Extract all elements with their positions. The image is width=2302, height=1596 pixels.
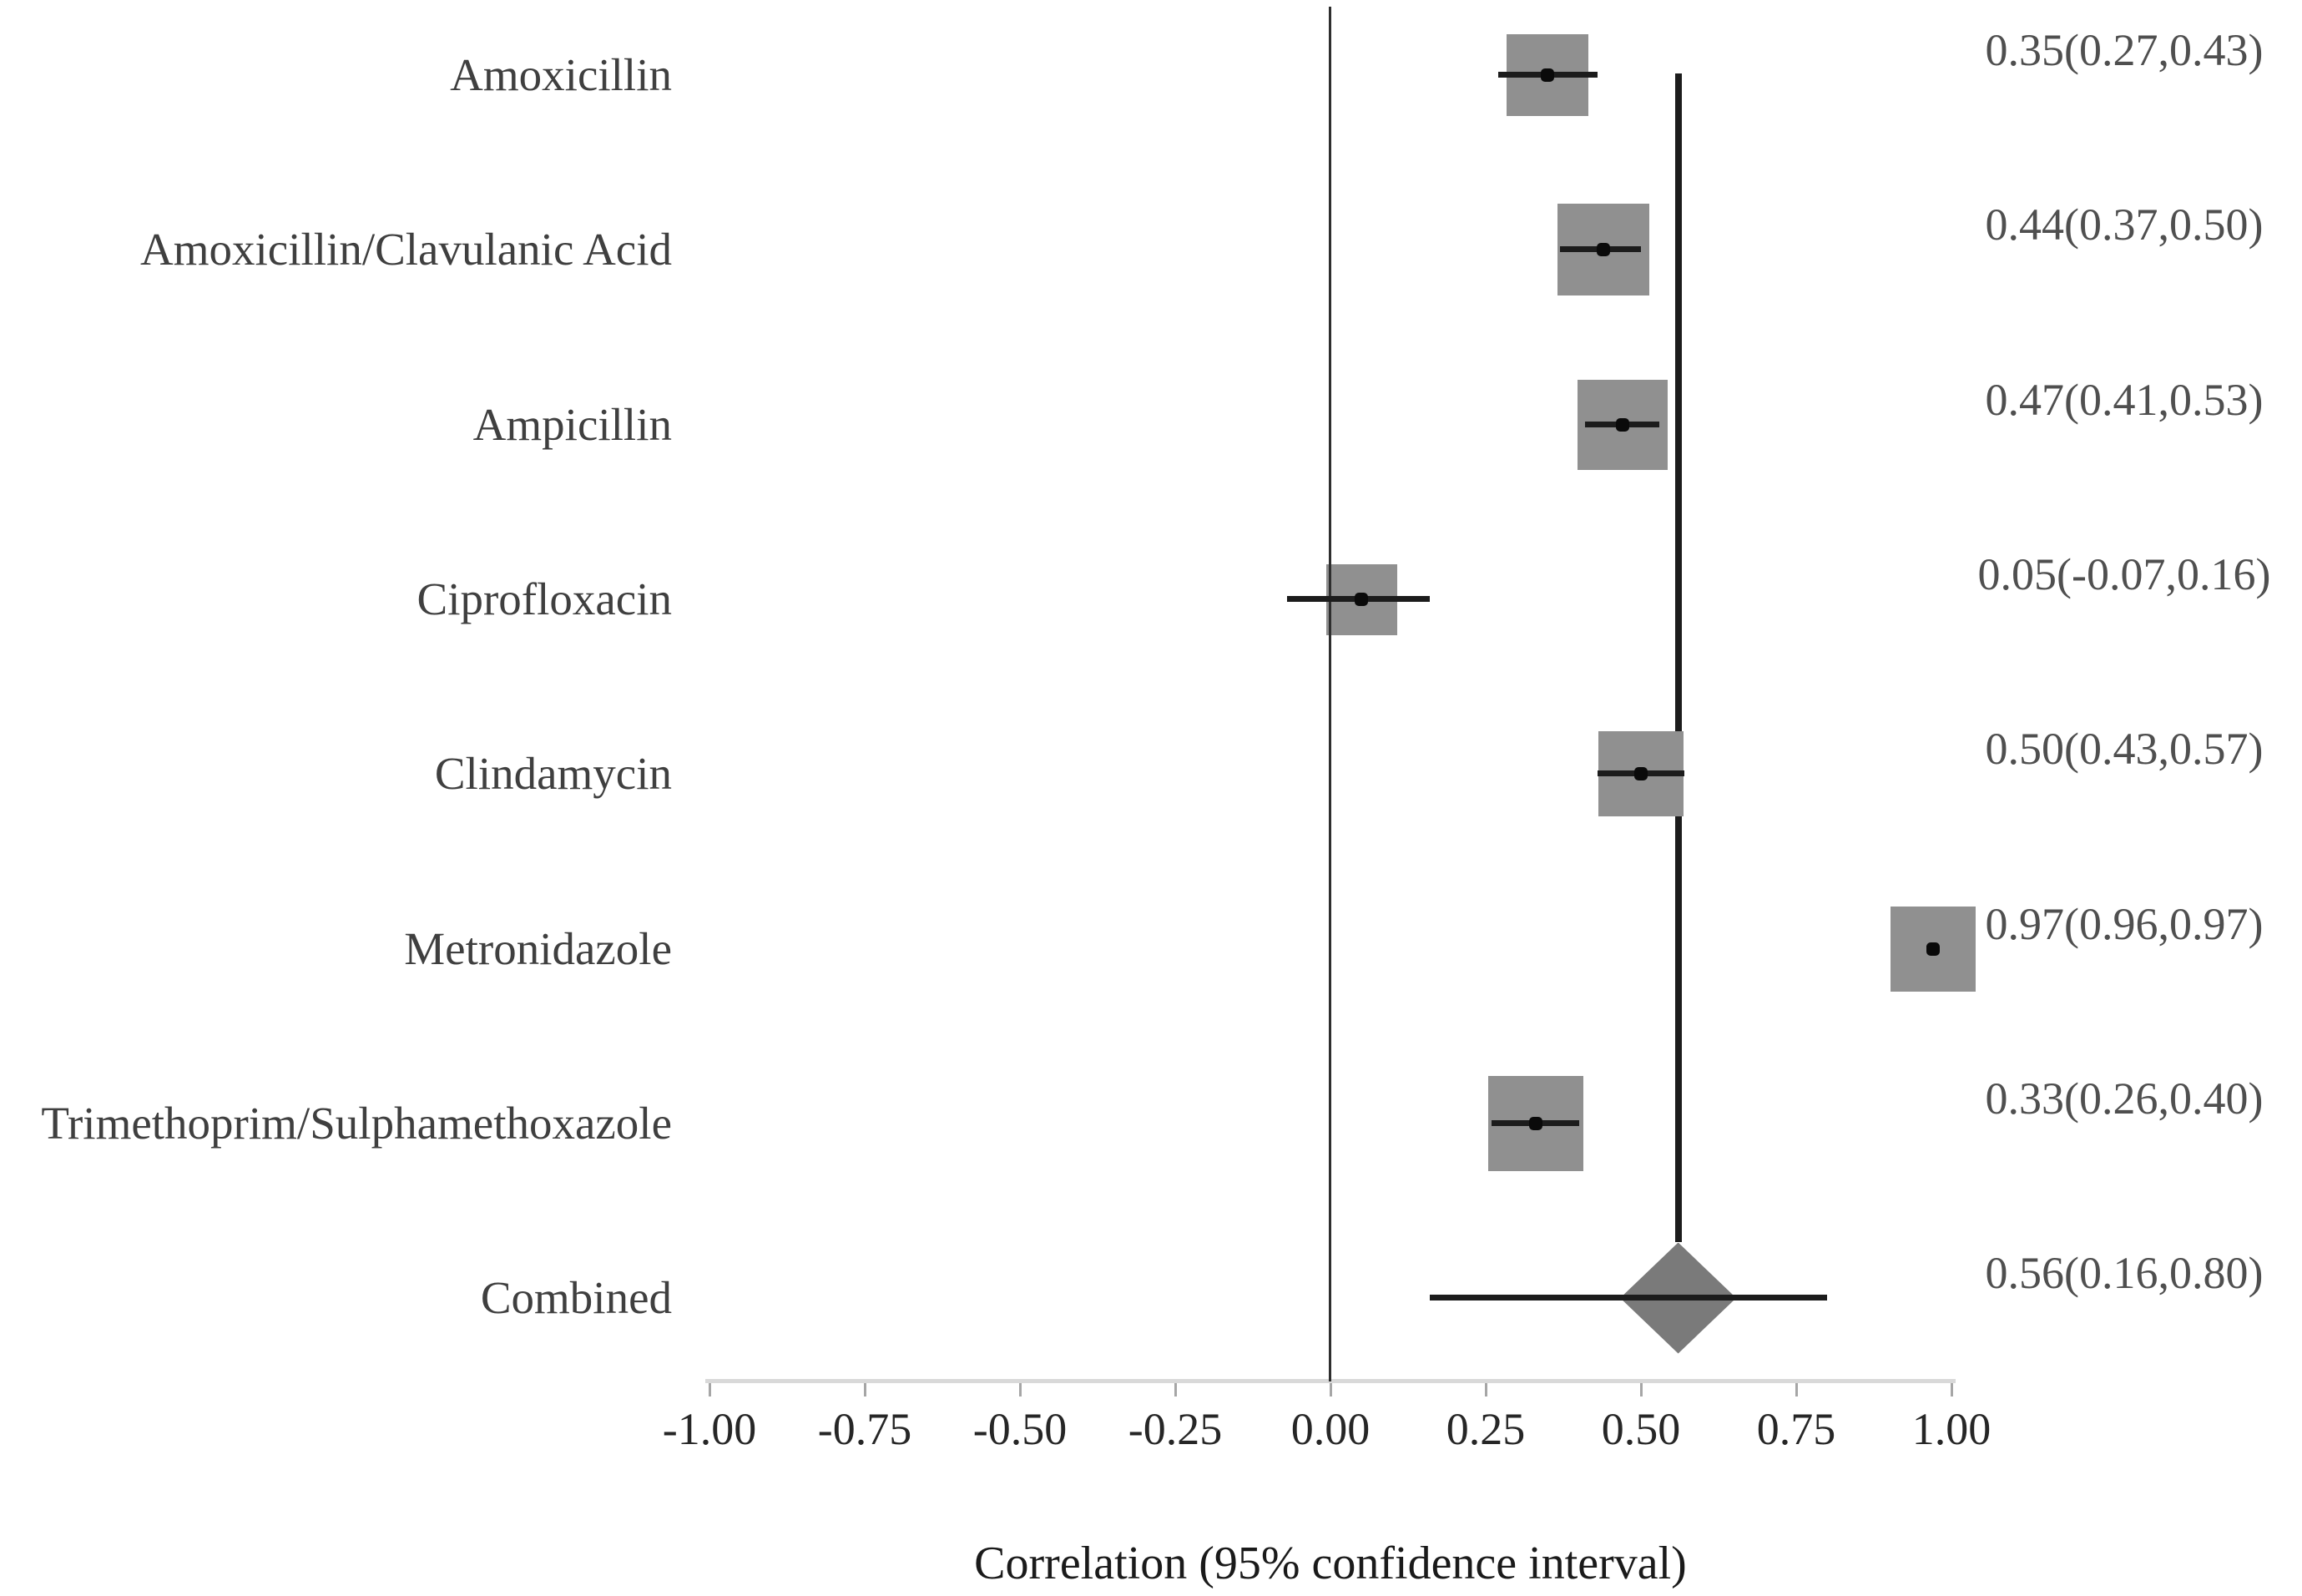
x-axis-tick (1019, 1383, 1022, 1396)
x-axis-tick (1174, 1383, 1177, 1396)
study-label: Trimethoprim/Sulphamethoxazole (41, 1098, 672, 1149)
point-dot (1926, 942, 1940, 956)
x-axis-tick (709, 1383, 711, 1396)
x-axis-tick (1485, 1383, 1487, 1396)
x-axis-tick-label: 1.00 (1911, 1404, 1992, 1454)
zero-reference-line (1329, 7, 1331, 1381)
x-axis-tick-label: 0.25 (1446, 1404, 1526, 1454)
x-axis-tick (1795, 1383, 1798, 1396)
x-axis-tick-label: -1.00 (662, 1404, 757, 1454)
x-axis-tick-label: 0.75 (1756, 1404, 1836, 1454)
study-label: Combined (480, 1272, 672, 1323)
value-label: 0.33(0.26,0.40) (1985, 1073, 2264, 1124)
value-label: 0.05(-0.07,0.16) (1977, 549, 2271, 599)
x-axis-tick-label: -0.25 (1128, 1404, 1223, 1454)
x-axis-tick-label: -0.75 (817, 1404, 912, 1454)
x-axis-tick-label: 0.50 (1601, 1404, 1681, 1454)
x-axis-title: Correlation (95% confidence interval) (974, 1538, 1687, 1589)
x-axis-tick (1330, 1383, 1332, 1396)
study-label: Ampicillin (472, 399, 672, 450)
x-axis-tick-label: 0.00 (1290, 1404, 1371, 1454)
study-label: Metronidazole (404, 923, 672, 974)
study-label: Ciprofloxacin (416, 573, 672, 624)
ci-line (1430, 1295, 1828, 1301)
point-dot (1528, 1117, 1542, 1130)
x-axis-tick (1951, 1383, 1953, 1396)
study-label: Amoxicillin (450, 49, 672, 100)
point-dot (1355, 593, 1369, 606)
point-dot (1634, 767, 1648, 780)
x-axis-tick-label: -0.50 (972, 1404, 1068, 1454)
point-dot (1541, 68, 1555, 82)
value-label: 0.44(0.37,0.50) (1985, 200, 2264, 250)
study-label: Clindamycin (434, 748, 672, 799)
x-axis-tick (1640, 1383, 1643, 1396)
value-label: 0.50(0.43,0.57) (1985, 724, 2264, 774)
value-label: 0.97(0.96,0.97) (1985, 899, 2264, 949)
point-dot (1615, 418, 1629, 432)
point-dot (1597, 243, 1611, 256)
pooled-estimate-line (1674, 73, 1682, 1242)
value-label: 0.35(0.27,0.43) (1985, 25, 2264, 75)
x-axis-tick (864, 1383, 866, 1396)
study-label: Amoxicillin/Clavulanic Acid (140, 224, 672, 275)
value-label: 0.47(0.41,0.53) (1985, 375, 2264, 425)
value-label: 0.56(0.16,0.80) (1985, 1248, 2264, 1298)
